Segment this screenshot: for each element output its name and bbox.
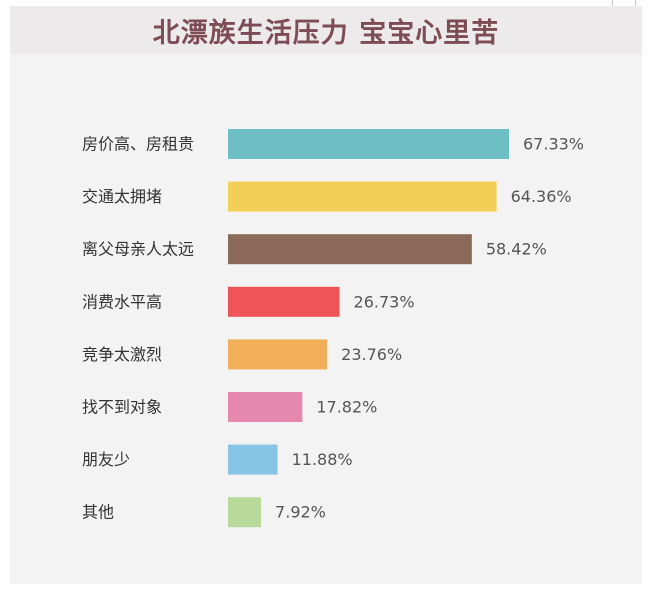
bar bbox=[228, 181, 497, 212]
bar bbox=[228, 286, 340, 317]
bar bbox=[228, 339, 328, 370]
bar bbox=[228, 234, 472, 265]
value-label: 64.36% bbox=[511, 187, 572, 206]
bar bbox=[228, 444, 278, 475]
category-label: 朋友少 bbox=[82, 450, 130, 469]
value-label: 58.42% bbox=[486, 240, 547, 259]
value-label: 11.88% bbox=[292, 450, 353, 469]
category-label: 房价高、房租贵 bbox=[82, 135, 194, 154]
category-label: 交通太拥堵 bbox=[82, 187, 162, 206]
category-label: 竞争太激烈 bbox=[82, 345, 162, 364]
chart-panel: 北漂族生活压力 宝宝心里苦 bbox=[10, 6, 642, 584]
chart-title: 北漂族生活压力 宝宝心里苦 bbox=[152, 17, 500, 49]
value-label: 17.82% bbox=[316, 398, 377, 417]
value-label: 26.73% bbox=[354, 292, 415, 311]
bar bbox=[228, 392, 303, 422]
value-label: 7.92% bbox=[275, 503, 326, 522]
value-label: 23.76% bbox=[341, 345, 402, 364]
title-band: 北漂族生活压力 宝宝心里苦 bbox=[10, 6, 642, 54]
category-label: 消费水平高 bbox=[82, 292, 162, 311]
category-label: 找不到对象 bbox=[82, 398, 162, 417]
category-label: 离父母亲人太远 bbox=[82, 240, 194, 259]
bar bbox=[228, 129, 509, 159]
category-label: 其他 bbox=[82, 503, 114, 522]
bar bbox=[228, 497, 262, 528]
value-label: 67.33% bbox=[523, 135, 584, 154]
